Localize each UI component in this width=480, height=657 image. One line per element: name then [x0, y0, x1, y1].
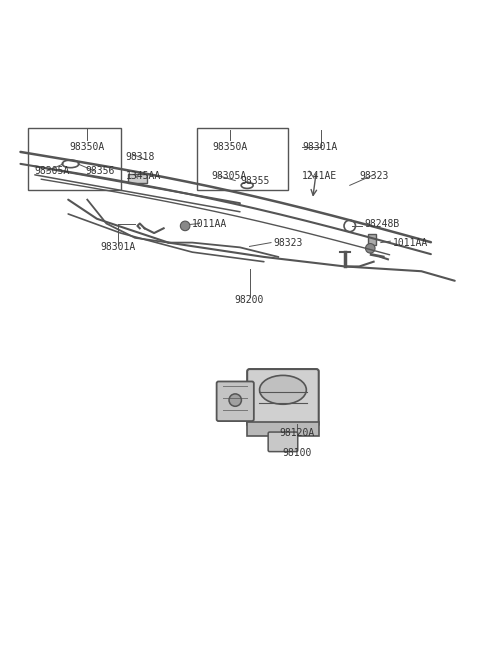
Ellipse shape [260, 375, 306, 404]
Circle shape [365, 244, 375, 253]
FancyBboxPatch shape [247, 369, 319, 426]
Text: 98323: 98323 [274, 238, 303, 248]
Text: 1011AA: 1011AA [393, 238, 428, 248]
Text: 98350A: 98350A [213, 142, 248, 152]
FancyBboxPatch shape [368, 235, 375, 245]
Text: 98248B: 98248B [364, 219, 399, 229]
Text: 98301A: 98301A [302, 142, 337, 152]
Text: 98301A: 98301A [101, 242, 136, 252]
Circle shape [229, 394, 241, 406]
FancyBboxPatch shape [247, 422, 319, 436]
Text: 98100: 98100 [283, 447, 312, 457]
Text: 1011AA: 1011AA [192, 219, 228, 229]
Circle shape [180, 221, 190, 231]
Text: 1241AE: 1241AE [302, 171, 337, 181]
FancyBboxPatch shape [128, 174, 147, 183]
Text: 98350A: 98350A [70, 142, 105, 152]
Text: 98120A: 98120A [280, 428, 315, 438]
Text: 98355: 98355 [240, 175, 269, 185]
Text: 98200: 98200 [235, 295, 264, 305]
FancyBboxPatch shape [216, 382, 254, 421]
FancyBboxPatch shape [268, 432, 298, 451]
Text: 98305A: 98305A [211, 171, 247, 181]
Text: 98323: 98323 [360, 171, 389, 181]
Text: 98318: 98318 [125, 152, 155, 162]
Text: 1345AA: 1345AA [125, 171, 161, 181]
Text: 98356: 98356 [85, 166, 114, 176]
Text: 98305A: 98305A [35, 166, 70, 176]
